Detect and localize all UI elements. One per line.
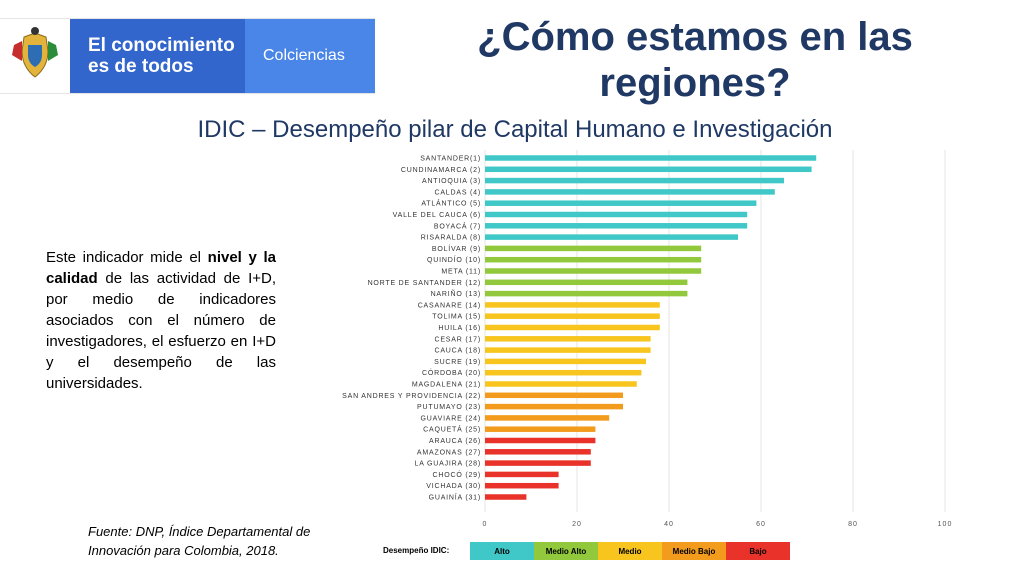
category-label: GUAINÍA (31) — [429, 493, 481, 502]
logo-line-2: es de todos — [88, 56, 194, 77]
bar — [485, 336, 651, 342]
legend-item: Alto — [470, 542, 534, 560]
category-label: CHOCÓ (29) — [433, 470, 481, 479]
coat-of-arms-icon — [0, 19, 70, 93]
legend: Alto Medio Alto Medio Medio Bajo Bajo — [470, 542, 790, 560]
bar — [485, 256, 702, 263]
bar — [485, 347, 651, 353]
bar — [485, 302, 660, 308]
category-label: CAUCA (18) — [434, 348, 481, 355]
legend-title: Desempeño IDIC: — [383, 546, 450, 555]
x-tick-label: 100 — [938, 521, 953, 528]
brand-block: Colciencias — [245, 19, 375, 93]
category-label: GUAVIARE (24) — [421, 415, 481, 422]
bar — [485, 415, 610, 421]
bar — [485, 392, 623, 399]
category-label: CESAR (17) — [434, 336, 481, 343]
category-label: CÓRDOBA (20) — [422, 368, 481, 377]
bar — [485, 494, 527, 500]
bar — [485, 403, 623, 410]
bar — [485, 369, 642, 376]
category-label: AMAZONAS (27) — [417, 449, 481, 456]
category-label: CASANARE (14) — [418, 302, 481, 309]
bar — [485, 482, 559, 489]
bar — [485, 460, 591, 466]
legend-item: Bajo — [726, 542, 790, 560]
category-label: CALDAS (4) — [434, 189, 481, 196]
description-part-2: de las actividad de I+D, por medio de in… — [46, 270, 276, 392]
description-bold: nivel y la calidad — [46, 249, 276, 287]
bar — [485, 313, 660, 319]
description-part-1: Este indicador mide el — [46, 249, 208, 266]
page-title: ¿Cómo estamos en las regiones? — [477, 15, 913, 105]
header-logo: El conocimiento es de todos Colciencias — [0, 18, 375, 94]
bar — [485, 290, 688, 297]
category-label: VICHADA (30) — [426, 483, 481, 490]
brand-name: Colciencias — [263, 47, 345, 64]
category-label: MAGDALENA (21) — [412, 382, 481, 389]
category-label: NARIÑO (13) — [431, 289, 481, 298]
bar — [485, 426, 596, 432]
indicator-description: Este indicador mide el nivel y la calida… — [46, 247, 276, 394]
x-tick-label: 80 — [848, 521, 858, 528]
bar — [485, 166, 812, 173]
logo-text-block: El conocimiento es de todos — [70, 19, 245, 93]
legend-item: Medio — [598, 542, 662, 560]
category-label: ARAUCA (26) — [429, 438, 481, 445]
category-label: BOYACÁ (7) — [434, 221, 481, 230]
bar — [485, 211, 748, 218]
category-label: HUILA (16) — [438, 325, 481, 332]
bar — [485, 471, 559, 478]
category-label: PUTUMAYO (23) — [417, 404, 481, 411]
x-tick-label: 0 — [483, 521, 488, 528]
bar — [485, 234, 738, 240]
category-label: SANTANDER(1) — [420, 156, 481, 163]
category-label: META (11) — [441, 269, 481, 276]
x-tick-label: 20 — [572, 521, 582, 528]
legend-item: Medio Alto — [534, 542, 598, 560]
logo-line-1: El conocimiento — [88, 35, 235, 56]
category-label: RISARALDA (8) — [421, 235, 481, 242]
bar — [485, 279, 688, 286]
bar — [485, 324, 660, 331]
category-label: SAN ANDRES Y PROVIDENCIA (22) — [342, 393, 481, 400]
chart-subtitle: IDIC – Desempeño pilar de Capital Humano… — [197, 116, 833, 143]
bar — [485, 245, 702, 252]
bar — [485, 449, 591, 455]
bar — [485, 177, 784, 184]
category-label: VALLE DEL CAUCA (6) — [393, 212, 481, 219]
bar — [485, 155, 817, 161]
category-label: TOLIMA (15) — [432, 314, 481, 321]
bar — [485, 200, 757, 206]
x-tick-label: 40 — [664, 521, 674, 528]
category-label: QUINDÍO (10) — [427, 255, 481, 264]
category-label: ANTIOQUIA (3) — [422, 178, 481, 185]
category-label: CAQUETÁ (25) — [423, 425, 481, 434]
bar — [485, 437, 596, 444]
category-label: BOLÍVAR (9) — [432, 244, 481, 253]
bar — [485, 358, 646, 365]
source-note: Fuente: DNP, Índice Departamental de Inn… — [88, 524, 311, 558]
bar — [485, 223, 748, 229]
bar — [485, 268, 702, 274]
bar — [485, 189, 775, 195]
x-tick-label: 60 — [756, 521, 766, 528]
category-label: ATLÁNTICO (5) — [421, 199, 481, 208]
category-label: NORTE DE SANTANDER (12) — [368, 280, 481, 287]
legend-item: Medio Bajo — [662, 542, 726, 560]
category-label: SUCRE (19) — [434, 359, 481, 366]
category-label: LA GUAJIRA (28) — [415, 461, 481, 468]
category-label: CUNDINAMARCA (2) — [401, 167, 481, 174]
bar — [485, 381, 637, 387]
